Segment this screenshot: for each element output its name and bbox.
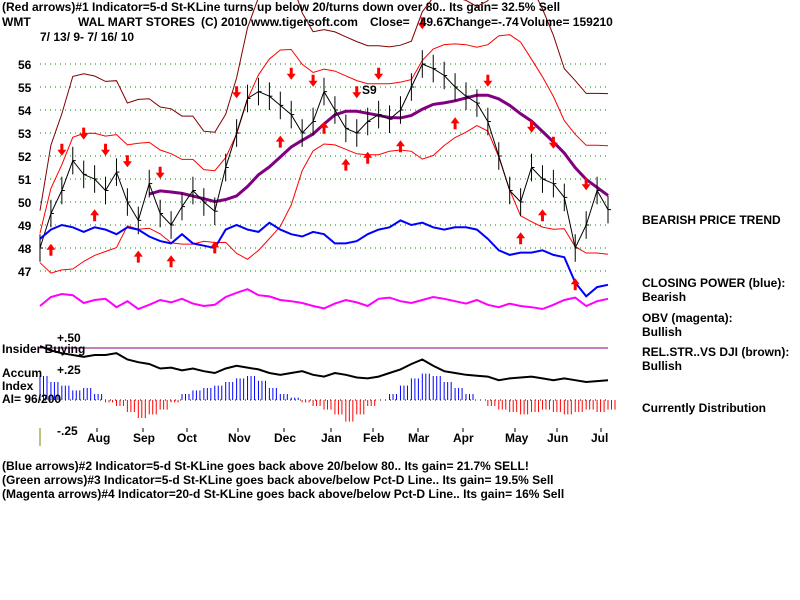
buy-arrow-icon (341, 158, 351, 171)
buy-arrow-icon (319, 121, 329, 134)
y-tick-label: 56 (18, 58, 32, 72)
y-tick-label: 50 (18, 196, 32, 210)
sell-arrow-icon (417, 17, 427, 30)
sell-arrow-icon (308, 74, 318, 87)
obv-value: Bullish (642, 325, 683, 339)
x-tick-label: Jan (321, 431, 342, 445)
sell-arrow-icon (374, 67, 384, 80)
copyright: (C) 2010 www.tigersoft.com (201, 15, 358, 29)
s9-signal-label: S9 (362, 83, 377, 97)
outer-band-line (39, 0, 609, 211)
x-tick-label: Jun (547, 431, 568, 445)
y-tick-label: 54 (18, 104, 32, 118)
y-tick-label: 51 (18, 173, 32, 187)
x-tick-label: Sep (133, 431, 155, 445)
x-tick-label: Mar (408, 431, 430, 445)
buy-arrow-icon (363, 151, 373, 164)
buy-arrow-icon (46, 243, 56, 256)
obv-line (39, 288, 609, 311)
sell-arrow-icon (232, 86, 242, 99)
buy-arrow-icon (570, 278, 580, 291)
x-tick-label: Oct (177, 431, 197, 445)
sell-arrow-icon (122, 155, 132, 168)
obv-label: OBV (magenta): (642, 311, 733, 325)
buy-arrow-icon (275, 135, 285, 148)
x-tick-label: Feb (363, 431, 384, 445)
x-tick-label: Apr (453, 431, 474, 445)
sell-arrow-icon (527, 120, 537, 133)
accum-label: Accum (2, 366, 43, 380)
buy-arrow-icon (90, 209, 100, 222)
tick-plus-25: +.25 (57, 363, 81, 377)
tick-minus-25: -.25 (57, 424, 78, 438)
company-name: WAL MART STORES (78, 15, 195, 29)
y-tick-label: 49 (18, 219, 32, 233)
sell-arrow-icon (483, 74, 493, 87)
rel-strength-line (39, 345, 609, 384)
buy-arrow-icon (133, 250, 143, 263)
lower-band-line (39, 125, 609, 274)
rel-strength-value: Bullish (642, 359, 683, 373)
y-tick-label: 48 (18, 242, 32, 256)
y-tick-label: 55 (18, 81, 32, 95)
accumulation-status: Currently Distribution (642, 401, 767, 415)
sell-arrow-icon (286, 67, 296, 80)
closing-power-line (39, 219, 609, 298)
sell-arrow-icon (101, 143, 111, 156)
blue-arrows-legend: (Blue arrows)#2 Indicator=5-d St-KLine g… (2, 459, 529, 473)
closing-power-label: CLOSING POWER (blue): (642, 276, 786, 290)
sell-arrow-icon (548, 136, 558, 149)
closing-power-value: Bearish (642, 290, 687, 304)
buy-arrow-icon (166, 255, 176, 268)
x-tick-label: Jul (591, 431, 608, 445)
red-arrows-legend: (Red arrows)#1 Indicator=5-d St-KLine tu… (2, 0, 561, 14)
sell-arrow-icon (57, 143, 67, 156)
x-tick-label: Nov (228, 431, 251, 445)
x-tick-label: Aug (87, 431, 110, 445)
tick-plus-50: +.50 (57, 331, 81, 345)
y-tick-label: 47 (18, 265, 32, 279)
x-tick-label: Dec (274, 431, 296, 445)
sell-arrow-icon (155, 166, 165, 179)
rel-strength-label: REL.STR..VS DJI (brown): (642, 345, 790, 359)
buy-arrow-icon (450, 117, 460, 130)
ai-value: AI= 96/200 (2, 392, 62, 406)
price-change: Change=-.74 (447, 15, 519, 29)
buy-arrow-icon (516, 232, 526, 245)
upper-band-line (39, 34, 609, 234)
index-label: Index (2, 379, 34, 393)
date-range: 7/ 13/ 9- 7/ 16/ 10 (40, 30, 135, 44)
price-trend: BEARISH PRICE TREND (642, 213, 781, 227)
y-tick-label: 53 (18, 127, 32, 141)
y-tick-label: 52 (18, 150, 32, 164)
close-price: Close= 49.67 (370, 15, 450, 29)
insider-buying-label: Insider Buying (2, 342, 86, 356)
green-arrows-legend: (Green arrows)#3 Indicator=5-d St-KLine … (2, 473, 554, 487)
buy-arrow-icon (395, 140, 405, 153)
magenta-arrows-legend: (Magenta arrows)#4 Indicator=20-d St-KLi… (2, 487, 565, 501)
volume: Volume= 159210 (520, 15, 613, 29)
buy-arrow-icon (210, 241, 220, 254)
ticker-symbol: WMT (2, 15, 31, 29)
sell-arrow-icon (79, 127, 89, 140)
price-line (39, 63, 609, 250)
sell-arrow-icon (352, 86, 362, 99)
buy-arrow-icon (537, 209, 547, 222)
sell-arrow-icon (581, 178, 591, 191)
x-tick-label: May (505, 431, 529, 445)
